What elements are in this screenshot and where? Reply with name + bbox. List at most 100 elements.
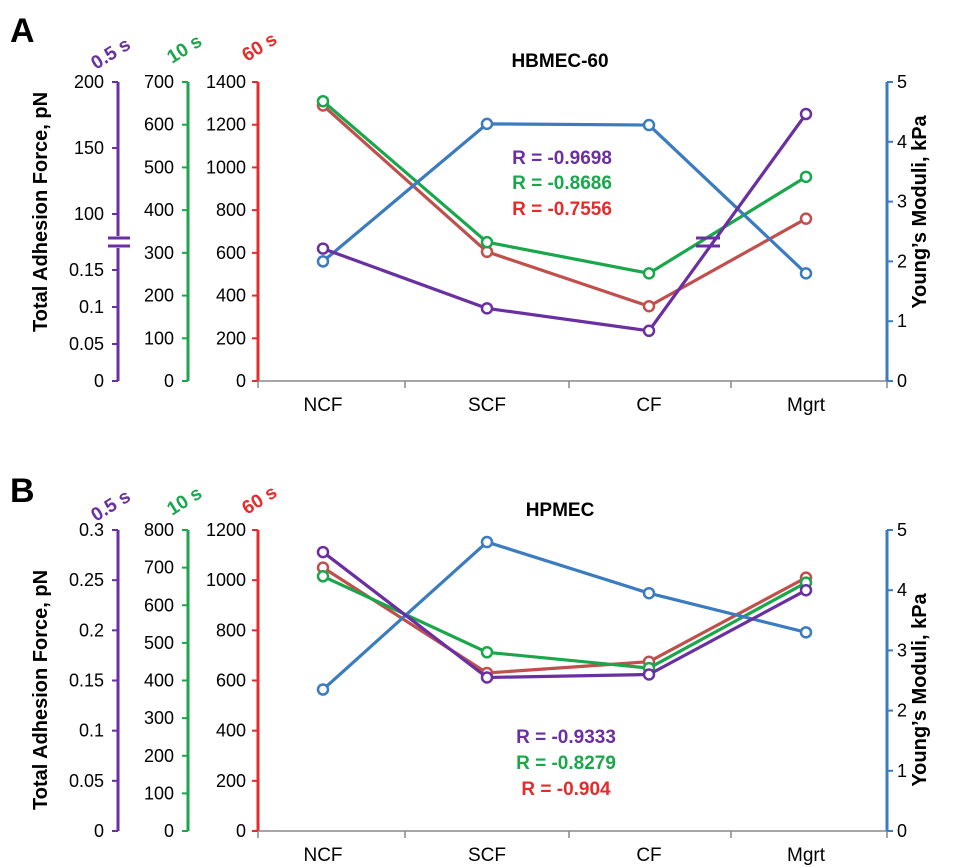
tick-label-a: 0.15 xyxy=(69,260,104,280)
data-point-05s-a xyxy=(480,302,494,315)
data-point-youngs-moduli-b xyxy=(480,535,494,549)
right-tick-label-b: 0 xyxy=(897,821,907,841)
data-point-youngs-moduli-a xyxy=(480,117,494,131)
x-tick-label-a: SCF xyxy=(468,395,506,416)
right-tick-label-b: 2 xyxy=(897,701,907,721)
tick-label-b: 0.05 xyxy=(69,771,104,791)
series-line-05s-a xyxy=(322,113,808,333)
data-point-60s-a xyxy=(799,212,813,225)
data-point-10s-a xyxy=(480,235,494,249)
tick-label-a: 1200 xyxy=(206,115,246,135)
y-axis-label-left-a: Total Adhesion Force, pN xyxy=(30,92,52,332)
series-line-05s-b xyxy=(322,550,807,680)
data-point-05s-b xyxy=(316,545,330,559)
right-tick-label-b: 5 xyxy=(897,520,907,540)
tick-label-a: 100 xyxy=(144,328,174,348)
tick-label-b: 0 xyxy=(164,821,174,841)
data-point-youngs-moduli-b xyxy=(316,683,330,696)
panel-label-b: B xyxy=(10,472,35,510)
tick-label-b: 0 xyxy=(236,821,246,841)
tick-label-b: 1000 xyxy=(206,570,246,590)
data-point-youngs-moduli-a xyxy=(799,267,813,280)
right-tick-label-b: 3 xyxy=(897,640,907,660)
chart-marks: 00.050.10.151001502000100200300400500600… xyxy=(69,72,907,866)
r-value-10s-a: R = -0.8686 xyxy=(512,173,612,194)
tick-label-b: 0.15 xyxy=(69,671,104,691)
tick-label-a: 800 xyxy=(216,200,246,220)
data-point-10s-a xyxy=(799,170,813,184)
data-point-10s-b xyxy=(480,646,494,659)
data-point-youngs-moduli-b xyxy=(799,626,813,639)
tick-label-b: 300 xyxy=(144,708,174,728)
tick-label-b: 0.25 xyxy=(69,570,104,590)
tick-label-a: 300 xyxy=(144,243,174,263)
tick-label-b: 700 xyxy=(144,558,174,578)
tick-label-b: 0 xyxy=(94,821,104,841)
tick-label-b: 0.1 xyxy=(79,721,104,741)
right-tick-label-a: 2 xyxy=(897,251,907,271)
x-tick-label-a: Mgrt xyxy=(787,395,826,416)
series-line-10s-b xyxy=(322,574,807,670)
data-point-10s-a xyxy=(316,94,330,108)
x-tick-label-b: CF xyxy=(636,845,661,866)
time-label-60s-b: 60 s xyxy=(239,482,281,519)
tick-label-a: 0 xyxy=(94,371,104,391)
time-label-10s-a: 10 s xyxy=(164,31,206,68)
y-axis-label-right-b: Young’s Moduli, kPa xyxy=(909,592,931,786)
data-point-10s-a xyxy=(642,267,656,280)
right-tick-label-a: 1 xyxy=(897,311,907,331)
tick-label-b: 500 xyxy=(144,633,174,653)
chart-title-a: HBMEC-60 xyxy=(511,51,608,72)
tick-label-b: 600 xyxy=(216,671,246,691)
tick-label-b: 0.2 xyxy=(79,620,104,640)
data-point-youngs-moduli-b xyxy=(642,586,656,600)
tick-label-a: 0 xyxy=(236,371,246,391)
tick-label-a: 600 xyxy=(144,115,174,135)
data-point-youngs-moduli-a xyxy=(316,255,330,268)
data-point-05s-b xyxy=(480,671,494,684)
data-point-05s-a xyxy=(642,324,656,338)
right-tick-label-b: 4 xyxy=(897,580,907,600)
tick-label-a: 0.1 xyxy=(79,297,104,317)
chart-title-b: HPMEC xyxy=(526,500,595,521)
tick-label-a: 400 xyxy=(144,200,174,220)
data-point-05s-a xyxy=(799,107,813,121)
x-tick-label-b: NCF xyxy=(303,845,342,866)
y-axis-label-left-b: Total Adhesion Force, pN xyxy=(30,570,52,810)
panel-label-a: A xyxy=(10,12,35,50)
x-tick-label-a: NCF xyxy=(303,395,342,416)
tick-label-b: 100 xyxy=(144,783,174,803)
data-point-10s-b xyxy=(316,570,330,583)
data-point-05s-b xyxy=(642,668,656,681)
tick-label-b: 200 xyxy=(144,746,174,766)
tick-label-a: 1400 xyxy=(206,72,246,92)
time-label-60s-a: 60 s xyxy=(239,29,281,66)
r-value-60s-a: R = -0.7556 xyxy=(512,199,612,220)
tick-label-a: 200 xyxy=(74,72,104,92)
data-point-youngs-moduli-a xyxy=(642,118,656,132)
right-tick-label-a: 0 xyxy=(897,371,907,391)
series-line-60s-b xyxy=(322,566,807,675)
tick-label-a: 200 xyxy=(216,328,246,348)
tick-label-a: 400 xyxy=(216,286,246,306)
time-label-10s-b: 10 s xyxy=(164,483,206,520)
time-label-0-5s-a: 0.5 s xyxy=(88,34,135,74)
r-value-0-5s-a: R = -0.9698 xyxy=(512,148,612,169)
tick-label-b: 400 xyxy=(216,721,246,741)
tick-label-b: 1200 xyxy=(206,520,246,540)
tick-label-b: 0.3 xyxy=(79,520,104,540)
right-tick-label-a: 3 xyxy=(897,192,907,212)
series-line-youngs-moduli-a xyxy=(321,122,808,275)
x-tick-label-b: SCF xyxy=(468,845,506,866)
x-tick-label-a: CF xyxy=(636,395,661,416)
data-point-05s-a xyxy=(316,242,330,255)
tick-label-a: 150 xyxy=(74,138,104,158)
right-tick-label-b: 1 xyxy=(897,761,907,781)
tick-label-b: 800 xyxy=(144,520,174,540)
series-line-60s-a xyxy=(321,104,807,308)
r-value-10s-b: R = -0.8279 xyxy=(516,753,616,774)
tick-label-b: 600 xyxy=(144,595,174,615)
data-point-60s-a xyxy=(642,300,656,313)
tick-label-a: 1000 xyxy=(206,157,246,177)
